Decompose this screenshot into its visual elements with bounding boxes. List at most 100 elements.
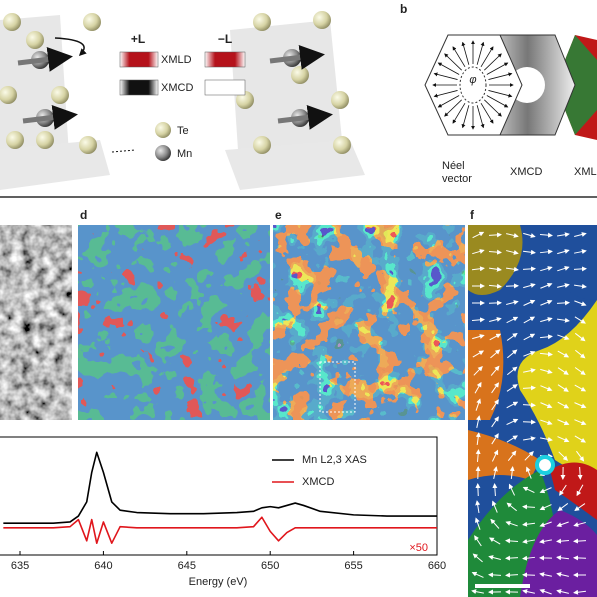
vector-arrow	[508, 483, 516, 496]
vector-arrow	[522, 504, 536, 510]
x-tick-label: 650	[261, 560, 279, 572]
label: XMCD	[161, 82, 193, 94]
vector-arrow	[540, 402, 553, 409]
neel-arrow	[476, 105, 485, 129]
vector-arrow	[506, 384, 518, 392]
crystal-plane	[0, 140, 110, 190]
vector-arrow	[509, 466, 515, 480]
vector-arrow	[471, 571, 484, 578]
domain	[468, 430, 540, 480]
panel-label: b	[400, 2, 407, 16]
neel-arrow	[484, 99, 502, 117]
vector-arrow	[539, 334, 553, 340]
vector-arrow	[488, 249, 502, 255]
vector-arrow	[471, 266, 485, 272]
mn-legend	[155, 145, 171, 161]
te-atom	[3, 13, 21, 31]
neel-arrow	[480, 102, 494, 124]
vector-arrow	[490, 518, 500, 529]
vector-arrow	[556, 232, 570, 238]
neel-hexagon	[424, 34, 523, 136]
x-tick-label: 640	[94, 560, 112, 572]
neel-arrow	[461, 41, 470, 65]
vector-arrow	[574, 232, 587, 237]
annotation: ×50	[409, 542, 428, 554]
vector-arrow	[557, 503, 569, 512]
neel-arrow	[476, 41, 485, 65]
legend-label: Mn L2,3 XAS	[302, 454, 367, 466]
neel-arrow	[433, 72, 458, 80]
vector-arrow	[540, 266, 553, 272]
vector-arrow	[505, 538, 519, 544]
panel-b: b φ Néel vector XMCD XML	[400, 2, 597, 185]
vector-arrow	[505, 266, 519, 272]
label: −L	[218, 32, 232, 46]
vector-arrow	[539, 538, 552, 544]
vector-arrow	[475, 432, 481, 446]
x-tick-label: 645	[178, 560, 196, 572]
vector-arrow	[539, 521, 552, 528]
xmld-plus	[119, 51, 159, 68]
label: Te	[177, 125, 189, 137]
vector-arrow	[474, 535, 482, 547]
vector-arrow	[490, 349, 501, 359]
vector-arrow	[491, 382, 500, 394]
vector-arrow	[573, 266, 587, 272]
vector-arrow	[557, 384, 569, 392]
vector-arrow	[557, 419, 570, 426]
vector-arrow	[523, 368, 536, 374]
vector-arrow	[523, 232, 536, 238]
vector-arrow	[523, 299, 536, 306]
spin-arrow	[277, 104, 333, 130]
x-axis-label: Energy (eV)	[189, 576, 248, 588]
vector-arrow	[489, 333, 502, 341]
vector-arrow	[522, 486, 535, 494]
te-atom	[36, 131, 54, 149]
vector-arrow	[488, 266, 502, 272]
vortex-core	[535, 455, 555, 475]
vector-arrow	[522, 249, 536, 255]
xmld-map	[78, 225, 270, 420]
vector-arrow	[506, 502, 517, 512]
label: XML	[574, 166, 597, 178]
zoom-box	[319, 361, 356, 413]
vector-arrow	[491, 433, 499, 445]
te-atom	[253, 136, 271, 154]
te-atom	[26, 31, 44, 49]
vector-arrow	[506, 316, 519, 324]
vector-arrow	[576, 484, 584, 497]
te-atom	[236, 91, 254, 109]
vector-arrow	[574, 300, 587, 307]
vector-arrow	[574, 384, 587, 392]
vector-arrow	[539, 504, 552, 511]
te-atom	[79, 136, 97, 154]
vector-arrow	[525, 466, 532, 479]
panel-label: f	[470, 208, 475, 222]
vector-arrow	[574, 249, 587, 255]
vector-arrow	[506, 435, 518, 443]
neel-arrow	[486, 62, 509, 75]
vector-arrow	[575, 349, 586, 359]
vector-arrow	[472, 231, 485, 239]
panel-label: d	[80, 208, 87, 222]
vector-arrow	[523, 316, 536, 324]
panel-label: e	[275, 208, 282, 222]
vector-arrow	[474, 517, 481, 530]
vector-arrow	[540, 385, 553, 392]
vector-arrow	[475, 415, 481, 428]
x-tick-label: 660	[428, 560, 446, 572]
vector-arrow	[488, 232, 502, 238]
vector-arrow	[556, 572, 569, 577]
vector-arrow	[557, 283, 570, 288]
panel-a: +L −L XMLD XMCD Te Mn	[0, 11, 365, 190]
vector-arrow	[539, 351, 553, 357]
vector-arrow	[556, 521, 569, 528]
vector-arrow	[506, 300, 519, 305]
panel-f	[468, 225, 597, 597]
vector-arrow	[556, 589, 569, 594]
atoms	[0, 11, 351, 154]
vector-arrow	[539, 249, 553, 255]
rotation-arrow	[54, 37, 87, 57]
vector-arrow	[540, 317, 553, 323]
